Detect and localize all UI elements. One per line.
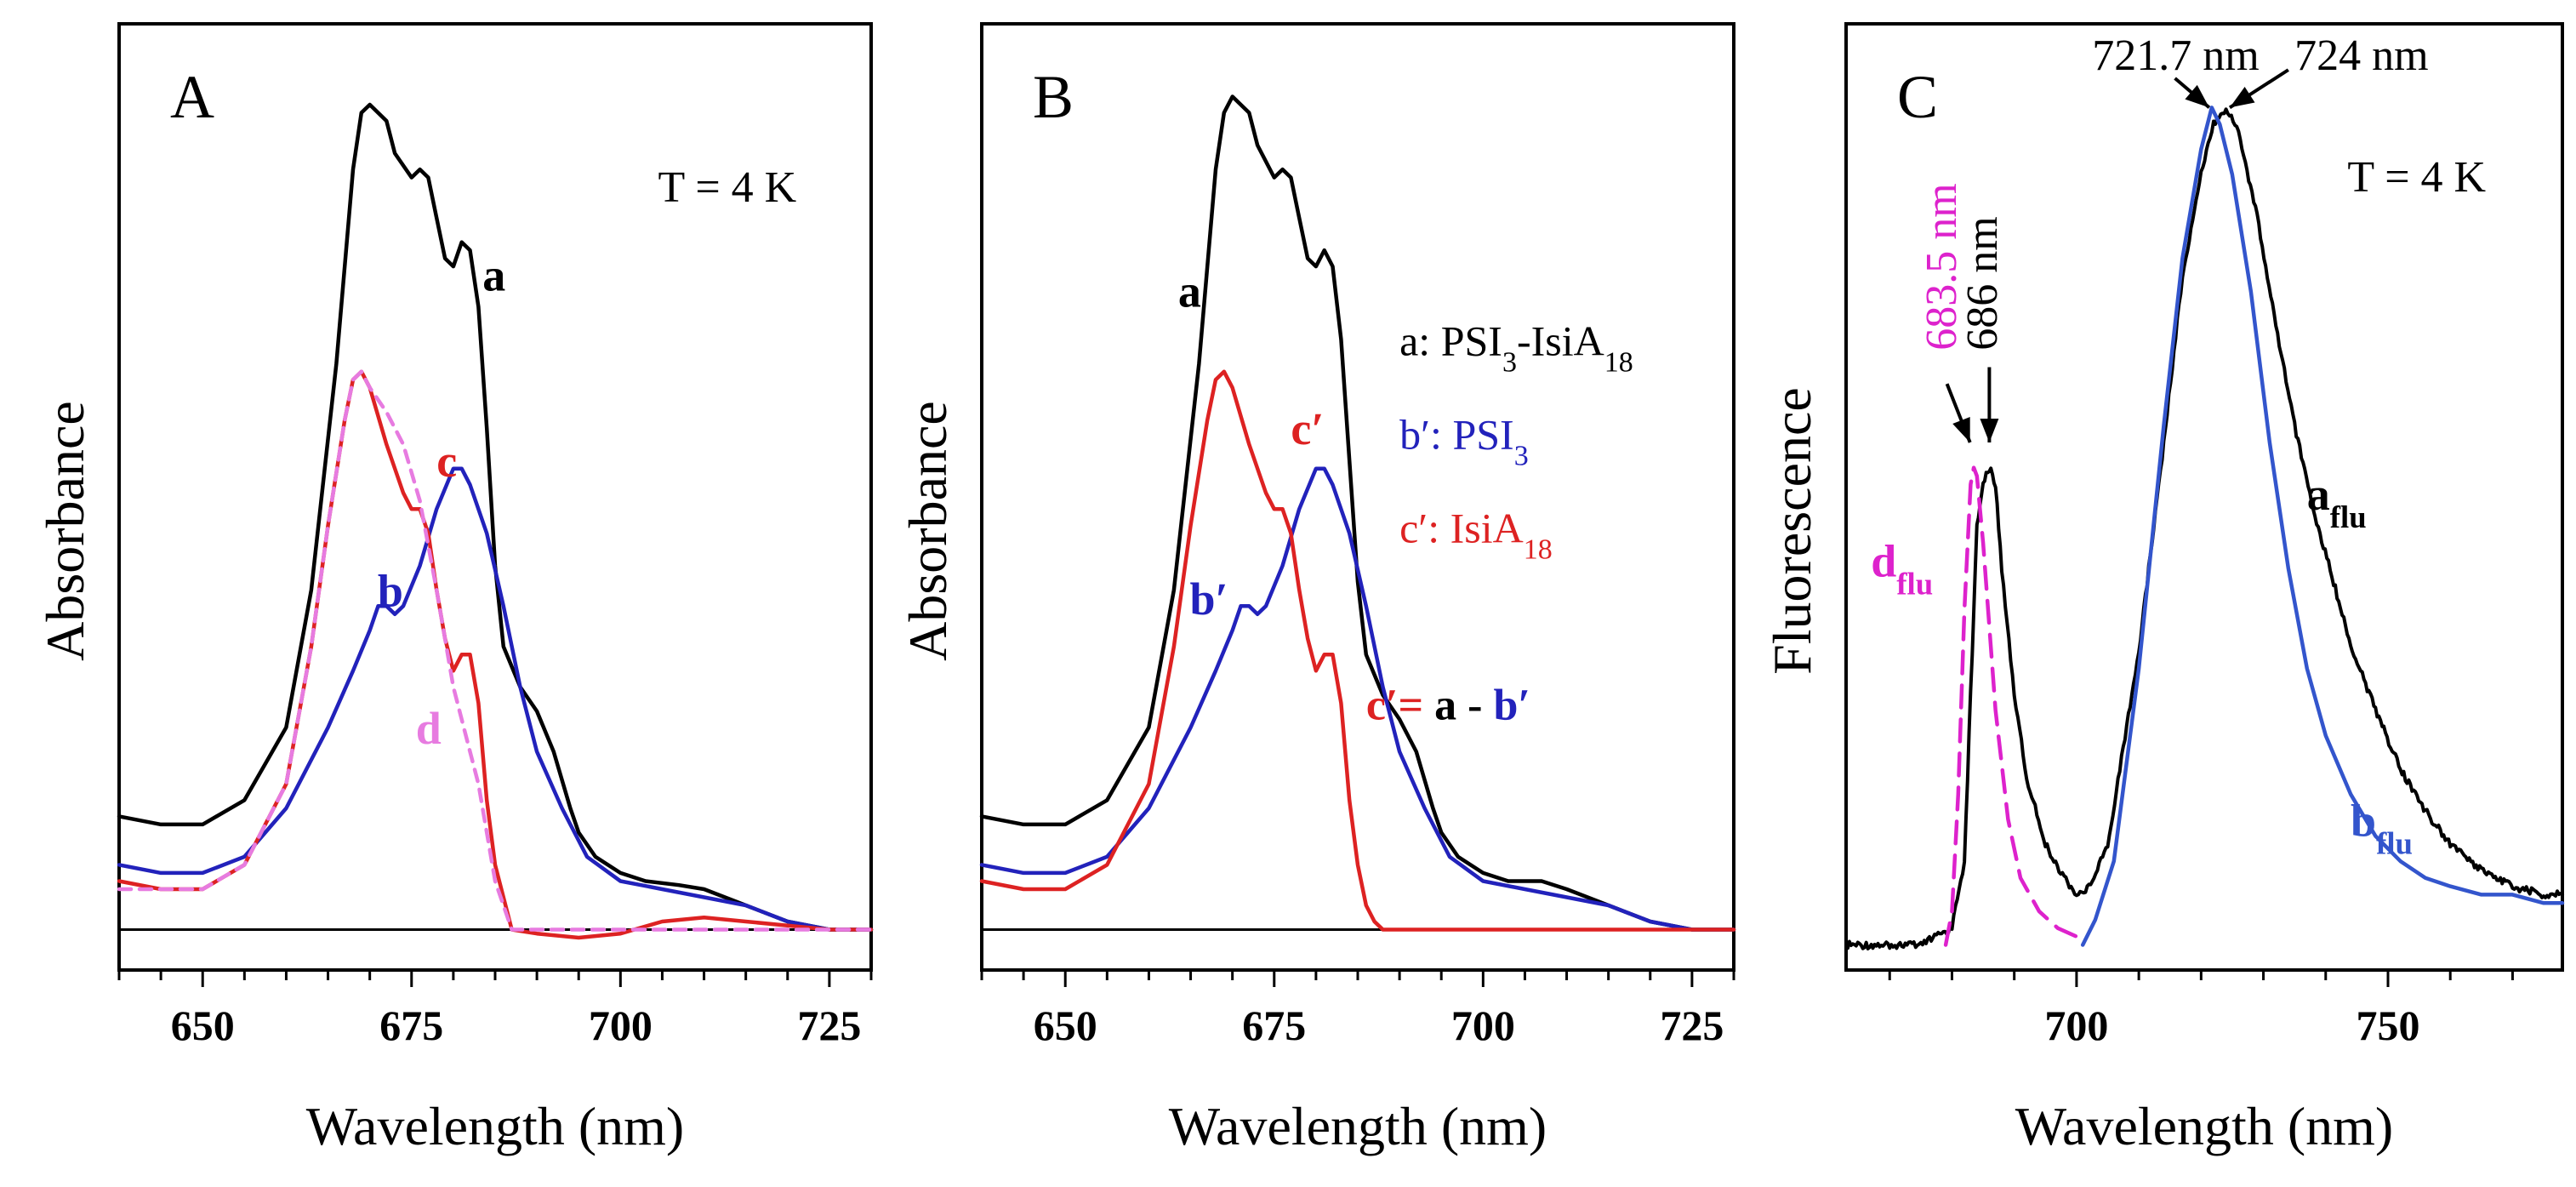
x-tick-label: 700 [2044, 1002, 2108, 1049]
arrow-head [1980, 419, 1999, 443]
difference-equation: c′= a - b′ [1366, 681, 1530, 729]
series-label-a: a [482, 250, 505, 301]
text-span: d [1871, 535, 1896, 586]
series-label-c: c [436, 436, 457, 487]
text-span: c′: IsiA [1399, 505, 1524, 552]
series-bflu-line [2080, 106, 2565, 947]
series-aflu-line [1844, 107, 2564, 950]
text-span: 3 [1502, 346, 1517, 378]
peak-arrow-686 [1980, 367, 1999, 443]
panel-letter: A [170, 63, 214, 131]
series-a-line [979, 94, 1736, 932]
panel-letter: B [1033, 63, 1074, 131]
x-axis-label: Wavelength (nm) [306, 1096, 684, 1156]
y-axis-label: Fluorescence [1762, 387, 1822, 675]
text-span: -IsiA [1517, 317, 1604, 365]
series-a-line [117, 102, 874, 932]
x-tick-label: 725 [797, 1002, 861, 1049]
peak-label-724: 724 nm [2294, 31, 2428, 80]
x-tick-label: 700 [1451, 1002, 1515, 1049]
plot-frame [980, 22, 1735, 972]
x-axis-label: Wavelength (nm) [1169, 1096, 1547, 1156]
peak-label-683-5: 683.5 nm [1918, 183, 1966, 350]
text-span: flu [2376, 825, 2413, 860]
text-span: flu [1896, 566, 1933, 601]
text-span: b′: PSI [1399, 411, 1514, 459]
legend-entry-c-prime: c′: IsiA18 [1399, 505, 1553, 566]
arrow-head [1952, 416, 1970, 443]
y-axis-label: Absorbance [898, 401, 958, 661]
y-axis-label: Absorbance [35, 401, 95, 661]
peak-label-721-7: 721.7 nm [2092, 31, 2259, 80]
text-span: flu [2330, 499, 2367, 534]
series-label-b-prime: b′ [1190, 574, 1228, 625]
series-label-b: b [378, 565, 403, 616]
series-label-d-flu: dflu [1871, 535, 1933, 601]
arrow-head [2230, 87, 2255, 108]
text-span: - [1456, 681, 1482, 729]
temperature-annotation: T = 4 K [2347, 153, 2486, 202]
series-c-line [979, 369, 1736, 932]
text-span: c′= [1366, 681, 1423, 729]
panel-letter: C [1897, 63, 1938, 131]
text-span: b [2351, 796, 2376, 847]
peak-arrow-721-7 [2174, 77, 2211, 109]
text-span: 3 [1514, 440, 1529, 471]
x-tick-label: 650 [1034, 1002, 1097, 1049]
x-tick-label: 675 [1242, 1002, 1306, 1049]
text-span: a: PSI [1399, 317, 1502, 365]
text-span: a [2307, 469, 2330, 520]
series-label-c-prime: c′ [1291, 403, 1324, 454]
series-label-a: a [1178, 266, 1201, 317]
legend-entry-b-prime: b′: PSI3 [1399, 411, 1529, 472]
x-axis-label: Wavelength (nm) [2015, 1096, 2393, 1156]
legend-entry-a: a: PSI3-IsiA18 [1399, 317, 1633, 379]
peak-arrow-724 [2228, 68, 2289, 110]
series-label-d: d [416, 703, 442, 754]
series-dflu-line [1943, 465, 2079, 947]
temperature-annotation: T = 4 K [658, 163, 797, 212]
text-span: a [1423, 681, 1456, 729]
series-label-b-flu: bflu [2351, 796, 2413, 861]
text-span: 18 [1524, 534, 1553, 565]
arrow-head [2185, 84, 2209, 108]
text-span: b′ [1482, 681, 1530, 729]
peak-arrow-683-5 [1945, 383, 1972, 443]
x-tick-label: 750 [2356, 1002, 2419, 1049]
x-tick-label: 675 [379, 1002, 443, 1049]
x-tick-label: 700 [589, 1002, 653, 1049]
text-span: 18 [1604, 346, 1633, 378]
series-label-a-flu: aflu [2307, 469, 2367, 534]
panel-a: 650 675 700 725 Wavelength (nm) Absorbance Aa b… [35, 22, 874, 1156]
series-c-line [117, 369, 874, 940]
series-d-line [117, 369, 874, 932]
x-tick-label: 650 [171, 1002, 235, 1049]
x-tick-label: 725 [1660, 1002, 1724, 1049]
series-b-line [979, 466, 1736, 932]
plot-frame [1844, 22, 2564, 972]
series-b-line [117, 466, 874, 932]
peak-label-686: 686 nm [1958, 216, 2007, 350]
